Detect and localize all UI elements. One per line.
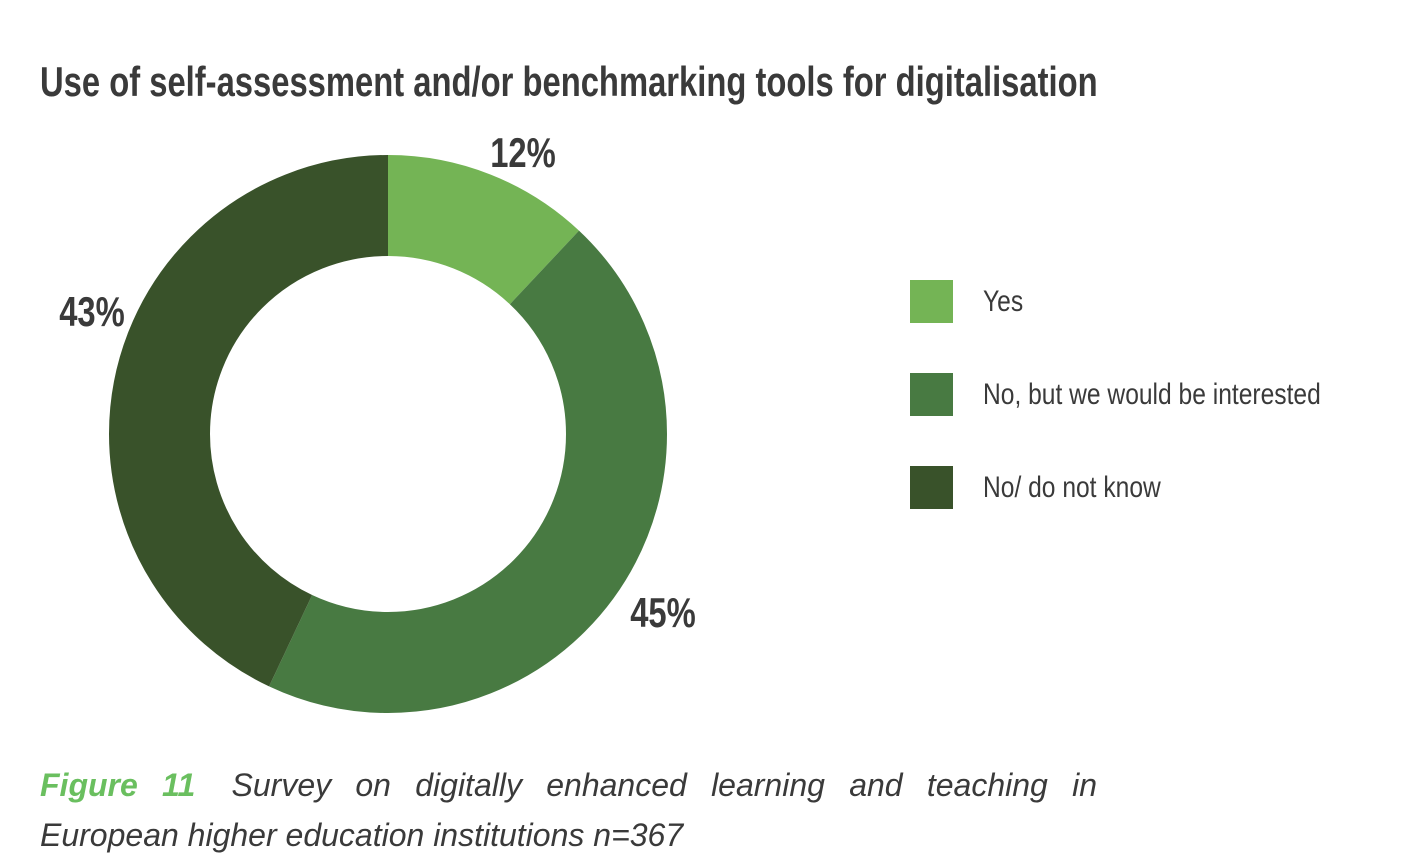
donut-slice-1 <box>109 155 667 713</box>
legend-swatch-interested <box>910 373 953 416</box>
slice-label-yes: 12% <box>490 129 556 176</box>
legend-item-interested: No, but we would be interested <box>910 373 1395 416</box>
legend-swatch-yes <box>910 280 953 323</box>
caption-line-1: Figure 11 Survey on digitally enhanced l… <box>40 760 1097 810</box>
donut-slice-2 <box>109 155 667 713</box>
figure-caption: Figure 11 Survey on digitally enhanced l… <box>40 760 1097 860</box>
figure-label: Figure 11 <box>40 767 196 803</box>
legend-item-no: No/ do not know <box>910 466 1395 509</box>
donut-chart <box>109 155 667 713</box>
legend-item-yes: Yes <box>910 280 1395 323</box>
caption-line-2: European higher education institutions n… <box>40 817 684 853</box>
legend-label-interested: No, but we would be interested <box>983 377 1321 411</box>
chart-title: Use of self-assessment and/or benchmarki… <box>40 58 1098 105</box>
slice-label-interested: 45% <box>630 589 696 636</box>
legend: Yes No, but we would be interested No/ d… <box>910 280 1395 559</box>
donut-chart-svg <box>109 155 667 713</box>
caption-text-line1: Survey on digitally enhanced learning an… <box>231 767 1097 803</box>
legend-label-no: No/ do not know <box>983 470 1161 504</box>
slice-label-no: 43% <box>59 288 125 335</box>
legend-label-yes: Yes <box>983 284 1024 318</box>
legend-swatch-no <box>910 466 953 509</box>
